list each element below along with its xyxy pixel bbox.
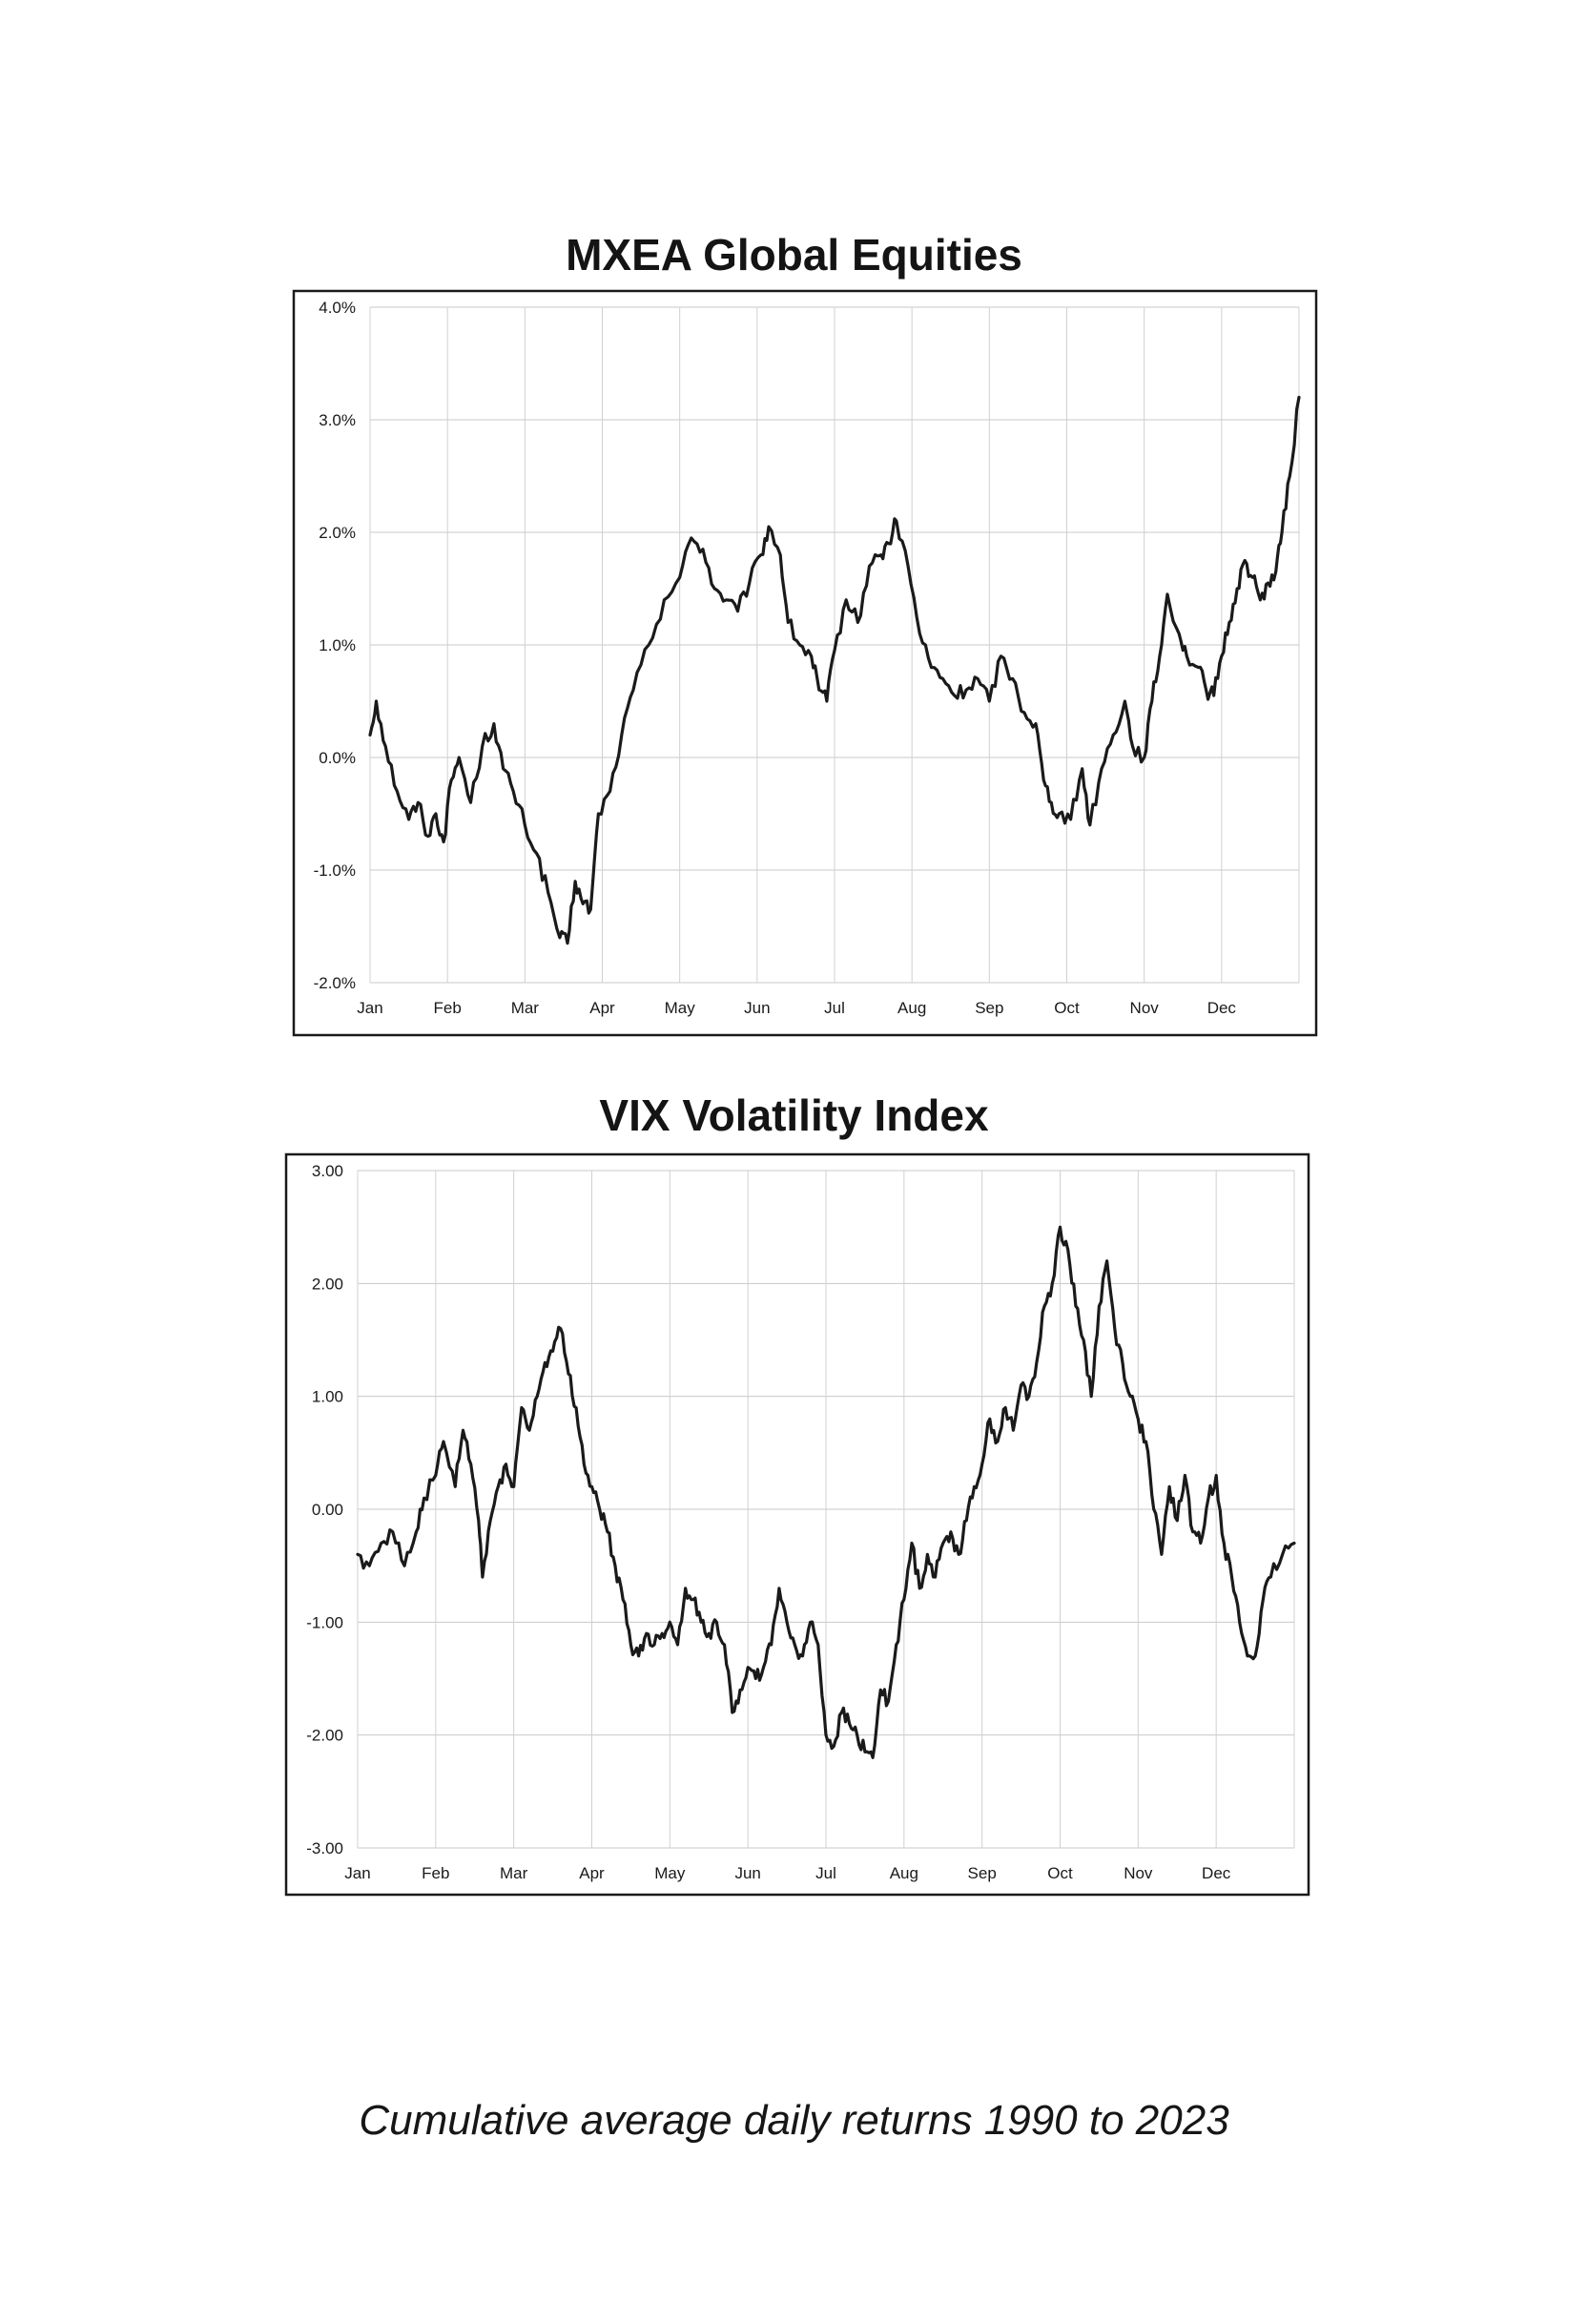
y-tick-label: -1.00 <box>306 1613 343 1631</box>
y-tick-label: -3.00 <box>306 1839 343 1857</box>
series-line-mxea <box>368 395 1301 945</box>
x-tick-label: Nov <box>1130 999 1160 1017</box>
chart-title-mxea: MXEA Global Equities <box>566 230 1022 280</box>
x-tick-label: Sep <box>968 1864 997 1882</box>
x-tick-label: Aug <box>897 999 926 1017</box>
x-tick-label: Jun <box>744 999 770 1017</box>
x-tick-label: Jan <box>344 1864 370 1882</box>
x-tick-label: May <box>654 1864 686 1882</box>
x-tick-label: Oct <box>1054 999 1080 1017</box>
y-tick-label: -1.0% <box>314 861 356 880</box>
figure-caption: Cumulative average daily returns 1990 to… <box>359 2097 1229 2144</box>
x-tick-label: Jul <box>824 999 845 1017</box>
y-tick-label: 4.0% <box>319 299 356 317</box>
plot-frame <box>292 289 1318 1037</box>
y-tick-label: 1.00 <box>312 1388 343 1406</box>
y-tick-label: 0.00 <box>312 1501 343 1519</box>
x-tick-label: Nov <box>1124 1864 1153 1882</box>
x-tick-label: Jan <box>357 999 382 1017</box>
chart-vix: VIX Volatility Index 3.00 2.00 1.00 0.00 -1.… <box>0 1089 1588 1900</box>
x-tick-label: Feb <box>434 999 462 1017</box>
y-tick-label: 3.0% <box>319 411 356 429</box>
x-tick-label: Oct <box>1047 1864 1073 1882</box>
y-tick-label: 0.0% <box>319 749 356 767</box>
x-tick-label: Mar <box>500 1864 528 1882</box>
y-tick-label: 3.00 <box>312 1162 343 1180</box>
x-tick-label: Aug <box>890 1864 918 1882</box>
chart-mxea: MXEA Global Equities 4.0% 3.0% 2.0% 1.0% 0.0… <box>0 229 1588 1040</box>
x-tick-label: Dec <box>1202 1864 1231 1882</box>
x-tick-label: May <box>665 999 696 1017</box>
chart-title-vix: VIX Volatility Index <box>599 1090 989 1140</box>
plot-frame <box>284 1152 1310 1897</box>
x-tick-label: Mar <box>511 999 540 1017</box>
plot-mxea: 4.0% 3.0% 2.0% 1.0% 0.0% -1.0% -2.0%Jan Feb Mar A… <box>292 289 1318 1037</box>
x-tick-label: Apr <box>589 999 615 1017</box>
x-tick-label: Feb <box>422 1864 449 1882</box>
y-tick-label: -2.0% <box>314 974 356 992</box>
x-tick-label: Jul <box>815 1864 836 1882</box>
y-tick-label: 2.00 <box>312 1275 343 1293</box>
y-tick-label: -2.00 <box>306 1727 343 1745</box>
y-tick-label: 1.0% <box>319 636 356 654</box>
x-tick-label: Apr <box>579 1864 605 1882</box>
series-line-vix <box>356 1225 1296 1759</box>
y-tick-label: 2.0% <box>319 524 356 542</box>
x-tick-label: Jun <box>734 1864 760 1882</box>
x-tick-label: Dec <box>1207 999 1237 1017</box>
x-tick-label: Sep <box>975 999 1003 1017</box>
